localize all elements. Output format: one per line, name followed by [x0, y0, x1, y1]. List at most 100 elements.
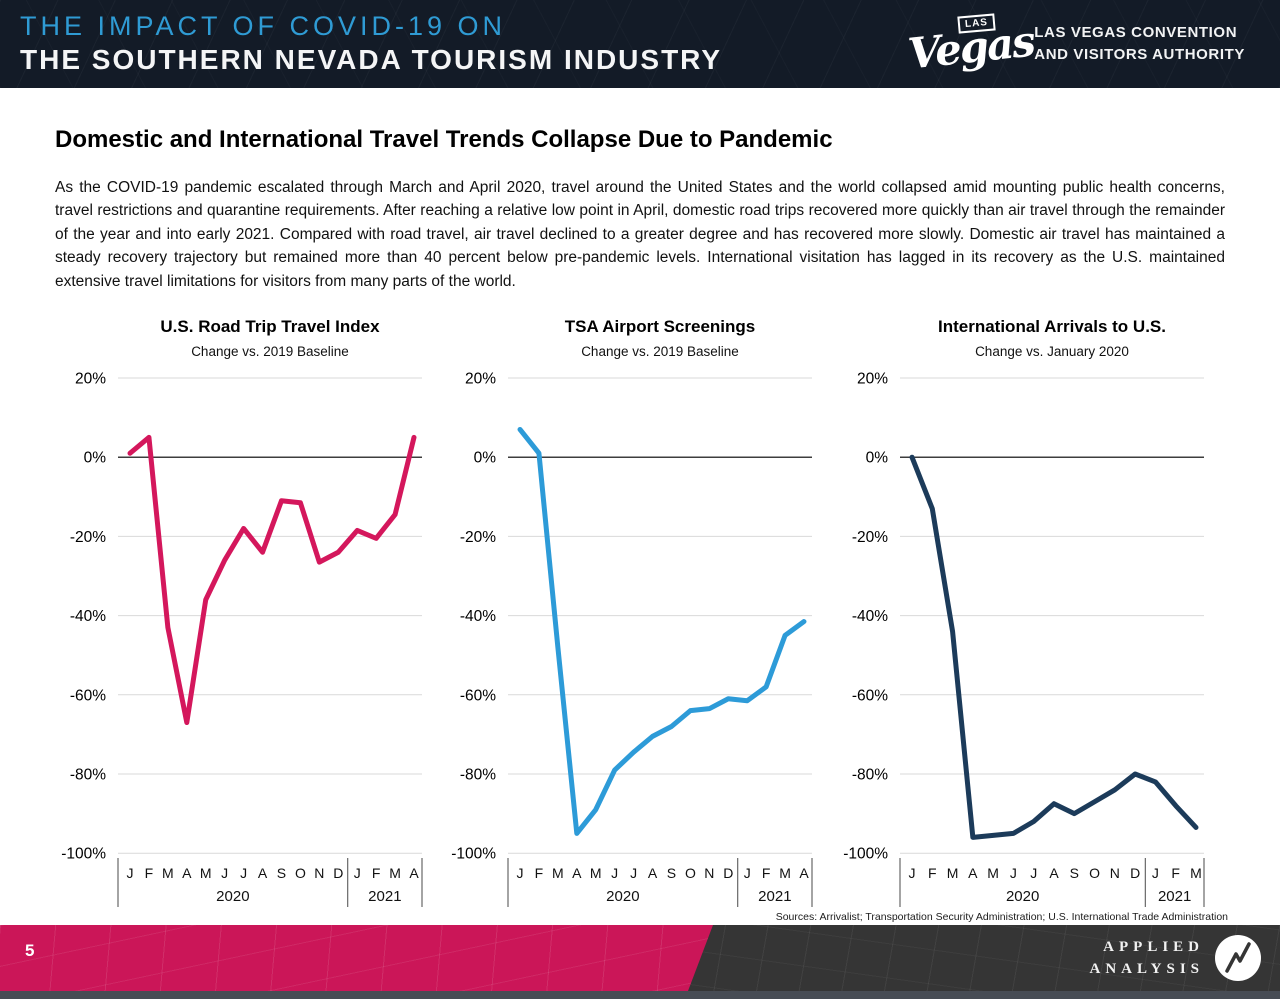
x-axis-month-label: N	[704, 865, 714, 881]
y-axis-tick-label: -80%	[460, 767, 496, 784]
y-axis-tick-label: -100%	[61, 846, 106, 863]
sources-note: Sources: Arrivalist; Transportation Secu…	[775, 911, 1228, 923]
y-axis-tick-label: -60%	[852, 687, 888, 704]
x-axis-month-label: N	[1110, 865, 1120, 881]
x-axis-month-label: J	[1010, 865, 1017, 881]
bottom-accent-strip	[0, 991, 1280, 999]
y-axis-tick-label: 20%	[857, 371, 888, 388]
data-series-line	[909, 454, 1199, 840]
lvcva-org-line2: AND VISITORS AUTHORITY	[1034, 46, 1245, 63]
x-axis-month-label: A	[968, 865, 978, 881]
chart-subtitle: Change vs. 2019 Baseline	[191, 344, 349, 359]
y-axis-tick-label: -20%	[70, 529, 106, 546]
y-axis-tick-label: -20%	[460, 529, 496, 546]
y-axis-tick-label: -40%	[460, 608, 496, 625]
x-axis-month-label: F	[1171, 865, 1180, 881]
header-titles: THE IMPACT OF COVID-19 ON THE SOUTHERN N…	[20, 10, 722, 77]
data-series-line	[517, 426, 807, 836]
chart-title: U.S. Road Trip Travel Index	[160, 317, 380, 336]
header-title-line2: THE SOUTHERN NEVADA TOURISM INDUSTRY	[20, 43, 723, 75]
x-axis-month-label: O	[1089, 865, 1100, 881]
x-axis-month-label: M	[162, 865, 174, 881]
x-axis-month-label: A	[572, 865, 582, 881]
x-axis-month-label: J	[1030, 865, 1037, 881]
x-axis-month-label: S	[667, 865, 676, 881]
x-axis-month-label: A	[648, 865, 658, 881]
x-axis-year-label: 2021	[368, 888, 401, 905]
applied-analysis-logo: APPLIED ANALYSIS	[1090, 925, 1262, 991]
x-axis-month-label: J	[517, 865, 524, 881]
x-axis-month-label: F	[372, 865, 381, 881]
x-axis-month-label: M	[947, 865, 959, 881]
vegas-script-logo: LAS Vegas	[906, 9, 1036, 79]
x-axis-month-label: J	[127, 865, 134, 881]
x-axis-month-label: F	[762, 865, 771, 881]
header-title-line1: THE IMPACT OF COVID-19 ON	[20, 11, 507, 41]
chart-subtitle: Change vs. January 2020	[975, 344, 1129, 359]
applied-analysis-line1: APPLIED	[1103, 938, 1204, 955]
x-axis-month-label: J	[744, 865, 751, 881]
x-axis-month-label: D	[723, 865, 733, 881]
page-title: Domestic and International Travel Trends…	[55, 126, 833, 154]
x-axis-month-label: M	[552, 865, 564, 881]
chart-road-trip-travel-index: U.S. Road Trip Travel Index Change vs. 20…	[61, 317, 423, 907]
x-axis-month-label: S	[277, 865, 286, 881]
x-axis-month-label: A	[182, 865, 192, 881]
applied-analysis-line2: ANALYSIS	[1089, 961, 1204, 977]
x-axis-month-label: S	[1070, 865, 1079, 881]
x-axis-month-label: M	[1190, 865, 1202, 881]
slide-header: THE IMPACT OF COVID-19 ON THE SOUTHERN N…	[0, 0, 1280, 88]
y-axis-tick-label: -20%	[852, 529, 888, 546]
vegas-wordmark: Vegas	[906, 16, 1037, 79]
lvcva-org-line1: LAS VEGAS CONVENTION	[1034, 24, 1238, 42]
applied-analysis-wordmark: APPLIED ANALYSIS	[1090, 936, 1204, 981]
data-series-line	[127, 434, 417, 726]
y-axis-tick-label: -80%	[852, 767, 888, 784]
x-axis-month-label: J	[909, 865, 916, 881]
x-axis-month-label: O	[295, 865, 306, 881]
x-axis-month-label: O	[685, 865, 696, 881]
chart-title: TSA Airport Screenings	[565, 317, 756, 336]
x-axis-month-label: F	[535, 865, 544, 881]
x-axis-month-label: D	[333, 865, 343, 881]
intro-paragraph: As the COVID-19 pandemic escalated throu…	[55, 178, 1225, 290]
y-axis-tick-label: -100%	[451, 846, 496, 863]
x-axis-month-label: J	[240, 865, 247, 881]
x-axis-month-label: M	[389, 865, 401, 881]
y-axis-tick-label: -60%	[460, 687, 496, 704]
footer-pink-band	[0, 925, 713, 991]
lvcva-logo: LAS Vegas LAS VEGAS CONVENTION AND VISIT…	[906, 0, 1245, 88]
page-number: 5	[25, 941, 35, 960]
slide-footer: 5 APPLIED ANALYSIS	[0, 925, 1280, 991]
x-axis-month-label: M	[779, 865, 791, 881]
x-axis-month-label: J	[1152, 865, 1159, 881]
x-axis-month-label: F	[145, 865, 154, 881]
applied-analysis-bolt-icon	[1215, 935, 1261, 981]
x-axis-year-label: 2020	[606, 888, 639, 905]
lvcva-org-name: LAS VEGAS CONVENTION AND VISITORS AUTHOR…	[1034, 22, 1245, 66]
y-axis-tick-label: 20%	[465, 371, 496, 388]
chart-subtitle: Change vs. 2019 Baseline	[581, 344, 739, 359]
chart-international-arrivals: International Arrivals to U.S. Change vs.…	[843, 317, 1205, 907]
x-axis-month-label: J	[611, 865, 618, 881]
x-axis-month-label: D	[1130, 865, 1140, 881]
chart-tsa-airport-screenings: TSA Airport Screenings Change vs. 2019 Ba…	[451, 317, 813, 907]
y-axis-tick-label: -40%	[852, 608, 888, 625]
y-axis-tick-label: -60%	[70, 687, 106, 704]
y-axis-tick-label: 0%	[84, 450, 107, 467]
y-axis-tick-label: 0%	[866, 450, 889, 467]
y-axis-tick-label: 20%	[75, 371, 106, 388]
x-axis-month-label: A	[409, 865, 419, 881]
x-axis-month-label: J	[630, 865, 637, 881]
x-axis-year-label: 2021	[758, 888, 791, 905]
x-axis-month-label: A	[258, 865, 268, 881]
x-axis-month-label: M	[987, 865, 999, 881]
y-axis-tick-label: -40%	[70, 608, 106, 625]
x-axis-year-label: 2020	[216, 888, 249, 905]
x-axis-month-label: F	[928, 865, 937, 881]
chart-title: International Arrivals to U.S.	[938, 317, 1166, 336]
x-axis-month-label: M	[590, 865, 602, 881]
x-axis-month-label: A	[1049, 865, 1059, 881]
x-axis-month-label: J	[354, 865, 361, 881]
x-axis-year-label: 2020	[1006, 888, 1039, 905]
